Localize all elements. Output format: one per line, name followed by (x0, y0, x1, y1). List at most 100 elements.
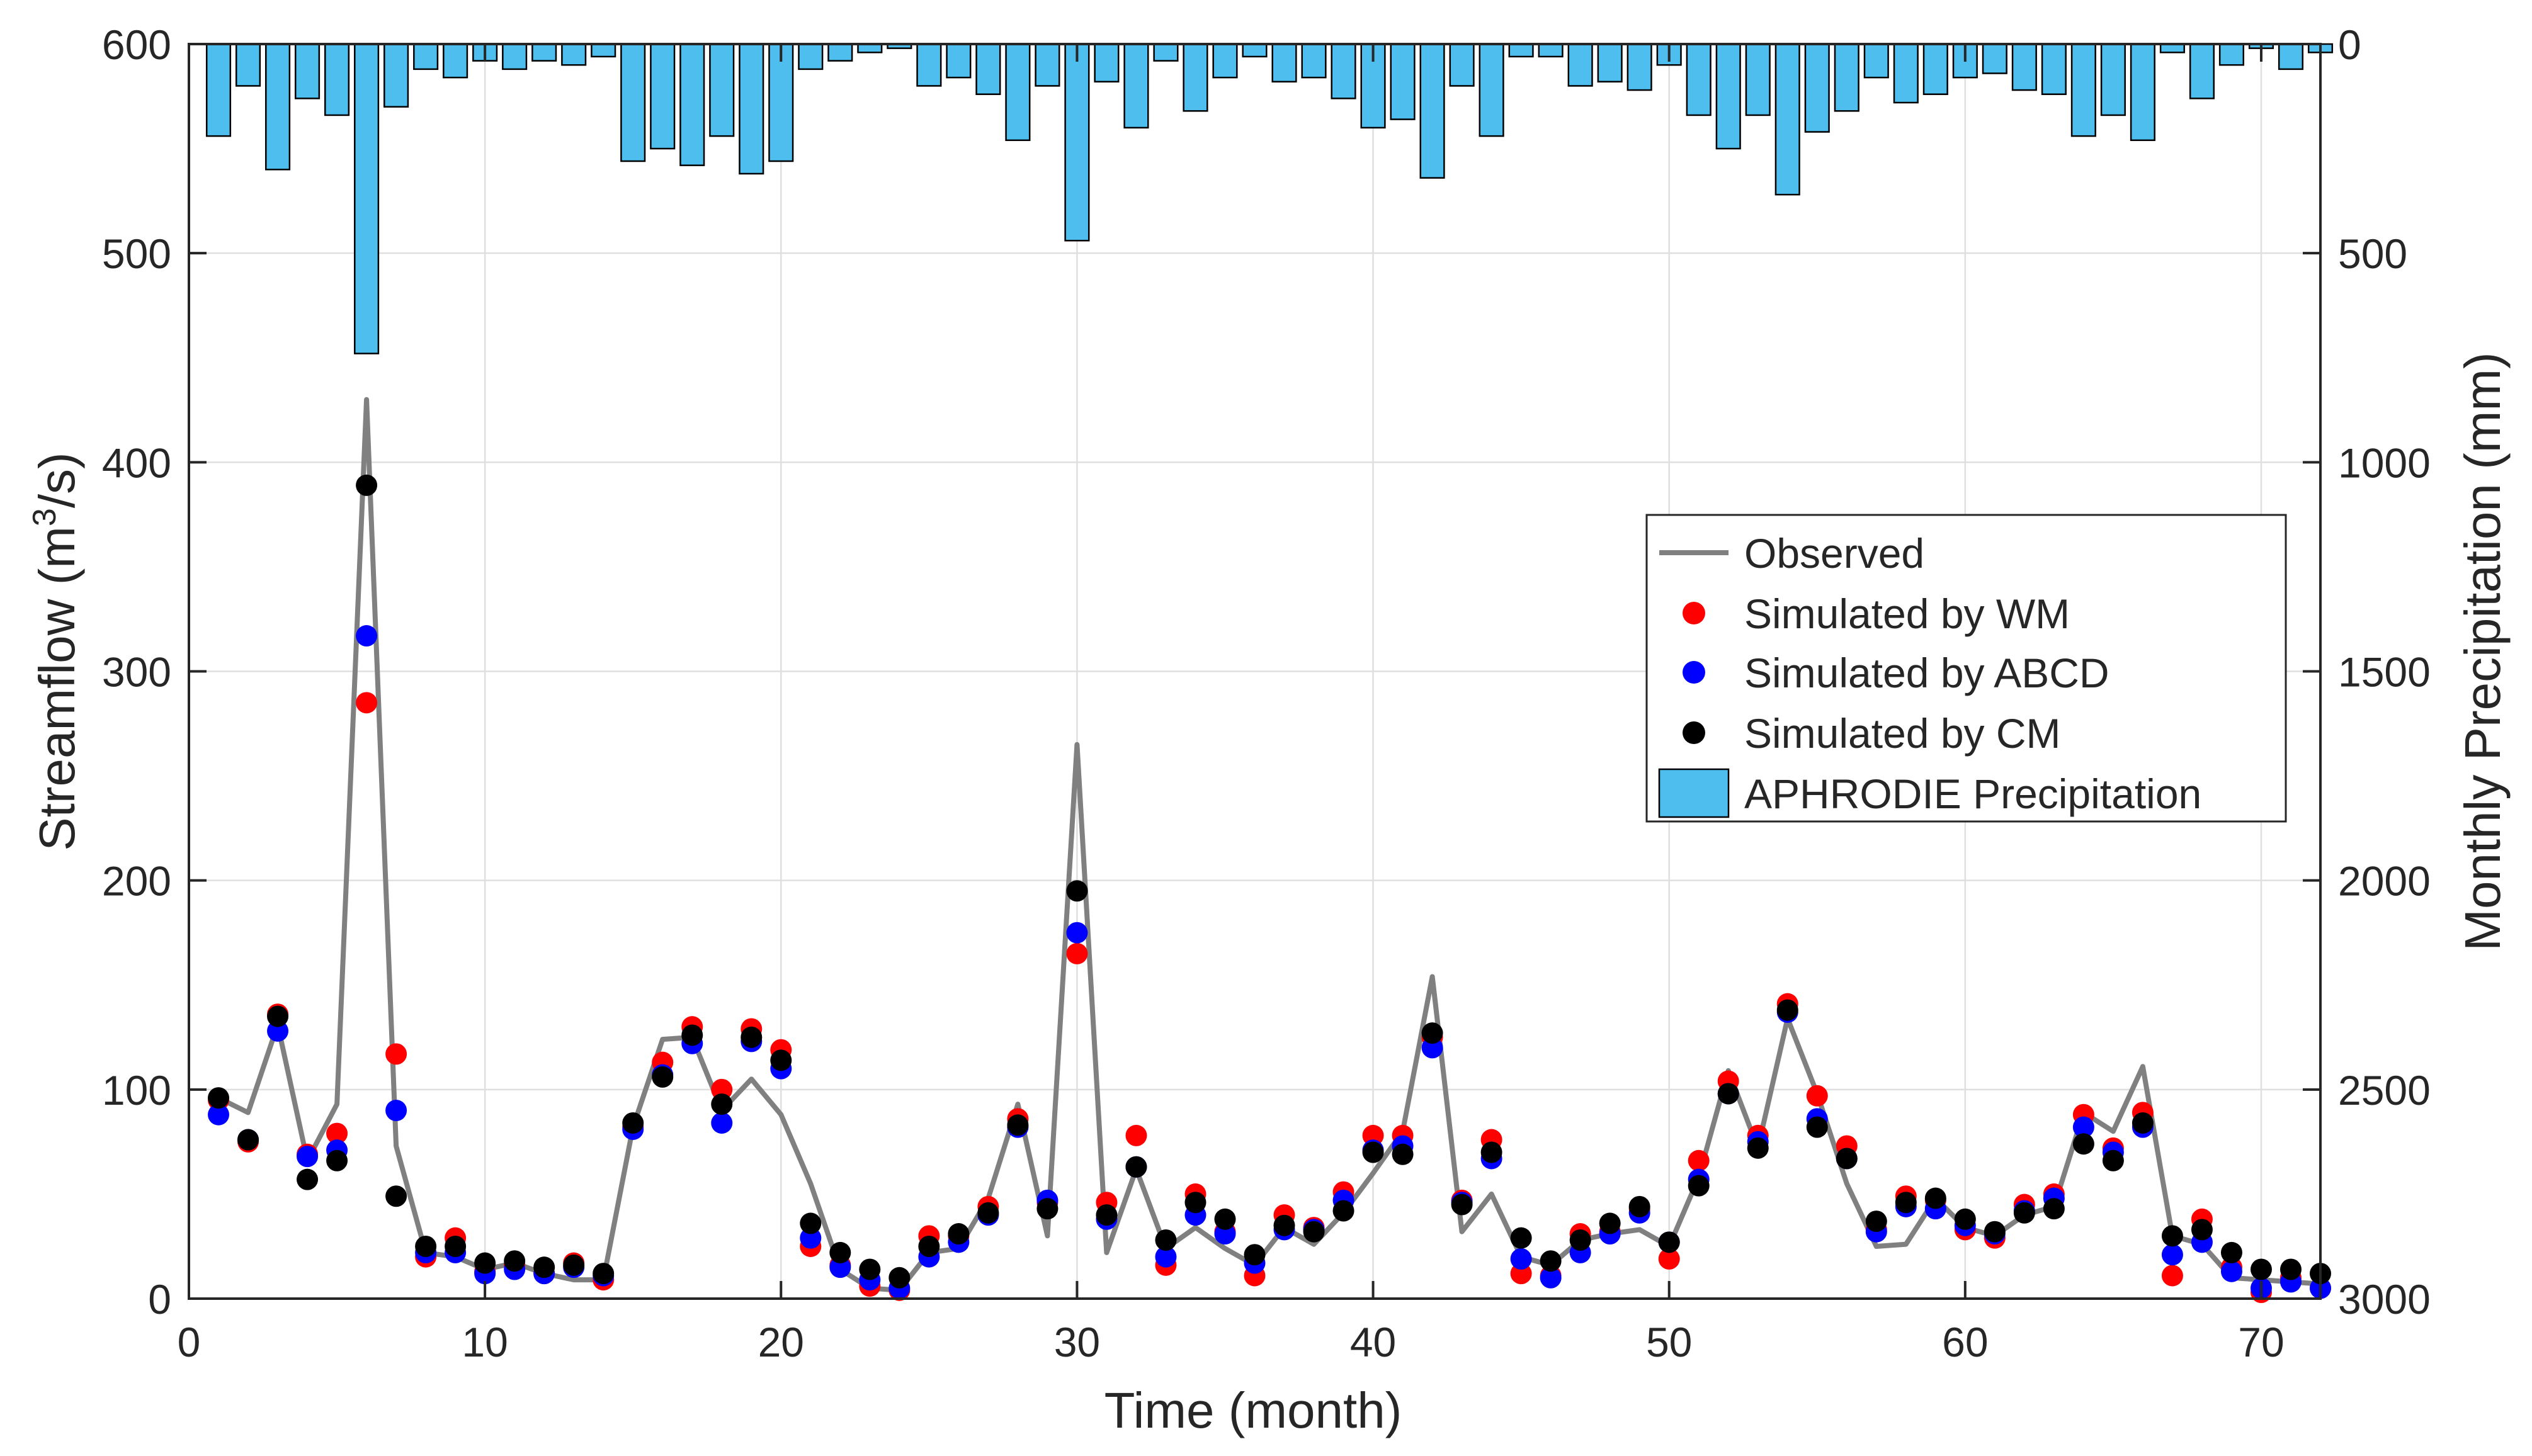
cm-point (2279, 1258, 2302, 1280)
cm-point (237, 1129, 259, 1151)
x-tick-label: 10 (462, 1319, 508, 1365)
y-tick-label: 200 (102, 858, 171, 905)
wm-point (2161, 1265, 2183, 1287)
cm-point (1125, 1156, 1147, 1178)
precip-bar (916, 43, 942, 87)
cm-point (563, 1254, 585, 1276)
precip-bar (2070, 43, 2096, 137)
cm-point (1776, 999, 1798, 1021)
precip-bar (1242, 43, 1268, 58)
wm-point (326, 1122, 348, 1144)
precip-bar (1863, 43, 1889, 79)
precip-bar (1745, 43, 1771, 116)
cm-point (2072, 1133, 2094, 1155)
cm-point (888, 1267, 911, 1289)
abcd-point (208, 1103, 230, 1126)
cm-point (1007, 1114, 1029, 1136)
wm-point (1658, 1248, 1680, 1270)
precip-bar (1715, 43, 1741, 150)
y2-tick-label: 0 (2338, 21, 2361, 68)
cm-point (1244, 1244, 1266, 1266)
legend-wm-swatch (1683, 602, 1705, 624)
x-tick-label: 20 (758, 1319, 804, 1365)
cm-point (1924, 1187, 1946, 1209)
simulated-points (208, 474, 2331, 1304)
precip-bar (1567, 43, 1593, 87)
abcd-point (2220, 1260, 2242, 1282)
wm-point (1688, 1149, 1710, 1171)
cm-point (593, 1263, 615, 1285)
precip-bar (1183, 43, 1208, 112)
cm-point (2191, 1219, 2213, 1241)
cm-point (918, 1235, 940, 1257)
cm-point (1184, 1192, 1206, 1214)
y-axis-title-end: /s) (29, 452, 85, 508)
cm-point (267, 1005, 289, 1027)
precip-bar (798, 43, 824, 71)
precip-bar (2278, 43, 2304, 71)
cm-point (1540, 1250, 1562, 1272)
abcd-point (267, 1020, 289, 1042)
cm-point (533, 1256, 555, 1278)
cm-point (1451, 1194, 1473, 1216)
cm-point (1865, 1211, 1887, 1233)
precip-bar (739, 43, 764, 175)
cm-point (1036, 1198, 1059, 1220)
y-tick-label: 300 (102, 649, 171, 696)
cm-point (1214, 1208, 1236, 1230)
abcd-point (297, 1146, 319, 1168)
cm-point (297, 1168, 319, 1190)
cm-point (1658, 1231, 1680, 1253)
precip-bar (383, 43, 409, 108)
cm-point (800, 1212, 822, 1234)
precip-bar (620, 43, 646, 162)
precip-bar (2189, 43, 2215, 99)
cm-point (1066, 880, 1088, 902)
cm-point (326, 1149, 348, 1171)
legend-label-precip: APHRODIE Precipitation (1744, 770, 2201, 817)
cm-point (445, 1235, 467, 1257)
precip-bar (1390, 43, 1416, 120)
x-tick-label: 30 (1054, 1319, 1100, 1365)
precip-bar (1301, 43, 1327, 79)
abcd-point (1510, 1248, 1532, 1270)
cm-point (977, 1202, 999, 1224)
wm-point (1510, 1263, 1532, 1285)
y2-axis-title: Monthly Precipitation (mm) (2455, 352, 2511, 951)
cm-point (859, 1258, 881, 1280)
precip-bar (2100, 43, 2126, 116)
precip-bar (354, 43, 380, 354)
abcd-point (829, 1256, 851, 1278)
cm-point (415, 1235, 437, 1257)
cm-point (1984, 1221, 2006, 1243)
cm-point (1421, 1022, 1443, 1044)
legend-label-observed: Observed (1744, 530, 1924, 577)
y2-tick-label: 500 (2338, 230, 2407, 277)
precip-bar (205, 43, 232, 137)
cm-point (1362, 1141, 1384, 1163)
y-tick-label: 500 (102, 230, 171, 277)
cm-point (385, 1185, 407, 1207)
y2-tick-label: 2500 (2338, 1067, 2431, 1114)
y-tick-label: 600 (102, 21, 171, 68)
cm-point (652, 1066, 674, 1088)
x-tick-label: 60 (1942, 1319, 1988, 1365)
precip-bar (1538, 43, 1564, 58)
cm-point (829, 1241, 851, 1263)
abcd-point (2161, 1244, 2183, 1266)
precip-bar (1153, 43, 1179, 62)
cm-point (1303, 1221, 1325, 1243)
precip-bar (295, 43, 321, 99)
precip-bar (1035, 43, 1060, 87)
precip-bar (1479, 43, 1504, 137)
wm-point (1806, 1085, 1828, 1107)
cm-point (1510, 1227, 1532, 1249)
cm-point (2220, 1241, 2242, 1263)
y-tick-label: 100 (102, 1067, 171, 1114)
precip-bar (1982, 43, 2007, 74)
precip-bar (1508, 43, 1534, 58)
precip-bar (1005, 43, 1031, 142)
x-tick-label: 0 (178, 1319, 201, 1365)
cm-point (474, 1252, 496, 1274)
